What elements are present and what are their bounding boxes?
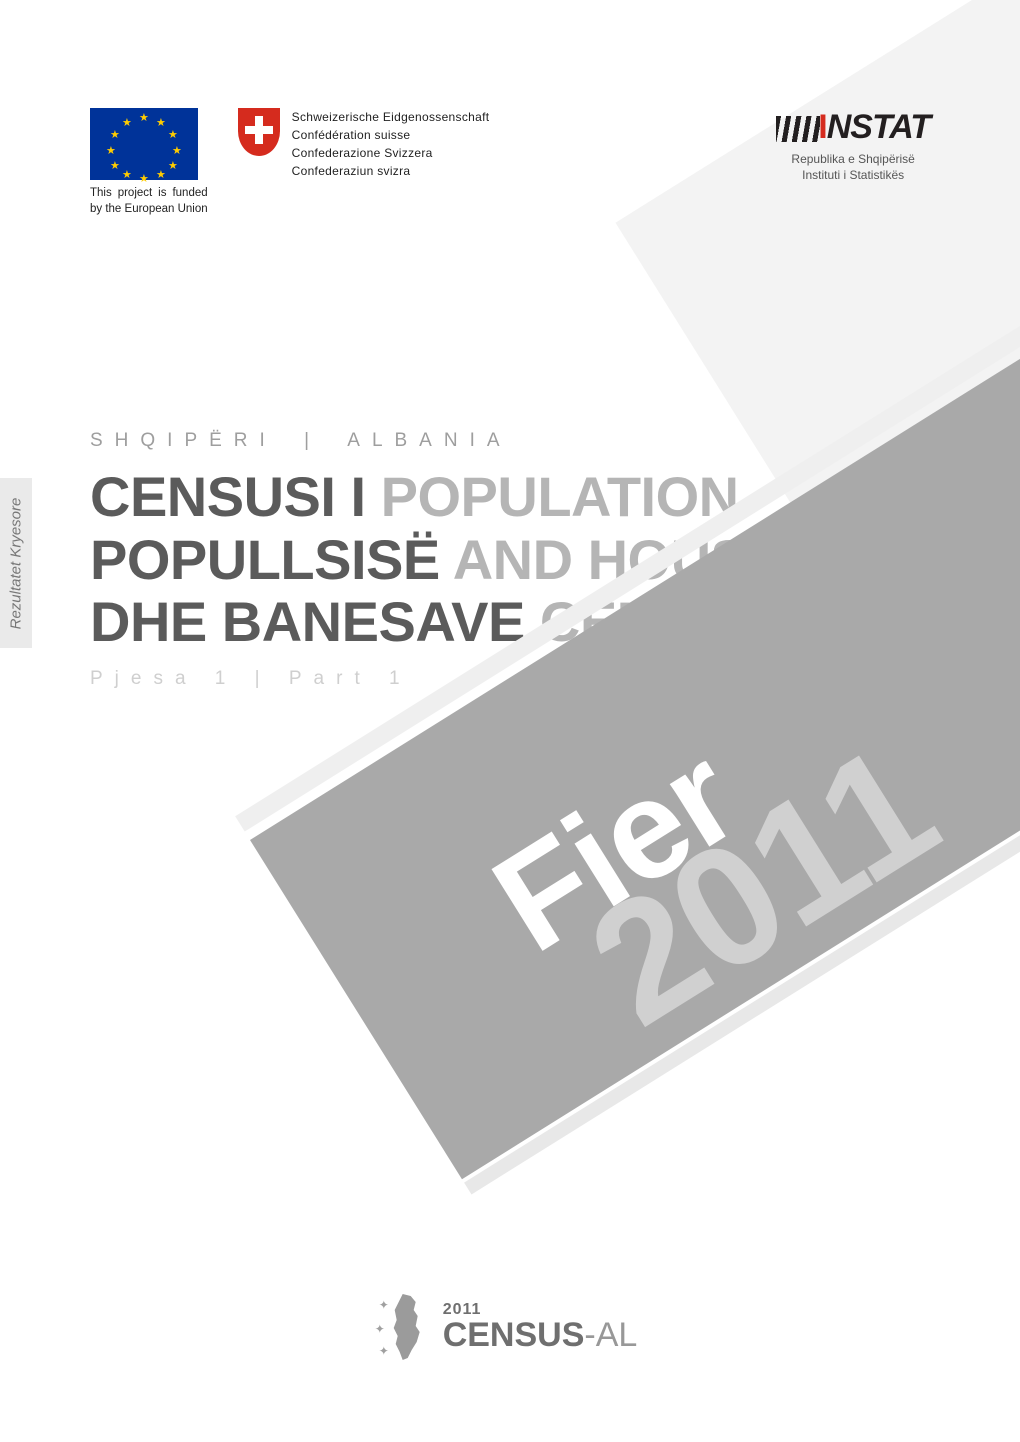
eu-caption-line1: This project is funded [90,187,208,199]
swiss-line-de: Schweizerische Eidgenossenschaft [292,108,490,126]
side-tab-left: Rezultatet Kryesore [0,478,32,648]
swiss-logo-block: Schweizerische Eidgenossenschaft Confédé… [238,108,490,180]
instat-stripes-icon [776,116,820,142]
swiss-shield-icon [238,108,280,156]
footer-census-text: 2011 CENSUS-AL [443,1302,638,1352]
footer-census-logo: ✦ ✦ ✦ 2011 CENSUS-AL [383,1292,638,1362]
title-l1-sq: CENSUSI I [90,465,366,528]
part-en: Part 1 [289,668,412,689]
instat-logo-block: INSTAT Republika e Shqipërisë Instituti … [776,108,930,183]
instat-subtitle: Republika e Shqipërisë Instituti i Stati… [776,151,930,183]
country-sep: | [304,430,321,451]
country-line: SHQIPËRI | ALBANIA [90,430,930,452]
part-sep: | [255,668,272,689]
side-tab-left-label: Rezultatet Kryesore [8,497,25,629]
swiss-line-rm: Confederaziun svizra [292,162,490,180]
instat-rest: NSTAT [827,108,930,146]
footer-dash: - [584,1316,595,1354]
part-sq: Pjesa 1 [90,668,237,689]
instat-accent: I [818,108,826,146]
swiss-line-fr: Confédération suisse [292,126,490,144]
instat-sub2: Instituti i Statistikës [776,167,930,183]
title-l3-sq: DHE BANESAVE [90,590,525,653]
footer-al: AL [596,1316,638,1354]
albania-map-icon: ✦ ✦ ✦ [383,1292,429,1362]
eu-caption: This project is funded by the European U… [90,186,208,217]
instat-logo-icon: INSTAT [776,108,930,147]
eu-caption-line2: by the European Union [90,203,208,215]
eu-logo-block: ★ ★ ★ ★ ★ ★ ★ ★ ★ ★ ★ ★ This project is … [90,108,208,217]
header-logos: ★ ★ ★ ★ ★ ★ ★ ★ ★ ★ ★ ★ This project is … [90,108,930,217]
country-en: ALBANIA [347,430,511,451]
title-l2-sq: POPULLSISË [90,528,440,591]
swiss-confederation-text: Schweizerische Eidgenossenschaft Confédé… [292,108,490,180]
title-l1-en: POPULATION [381,465,739,528]
country-sq: SHQIPËRI [90,430,277,451]
instat-sub1: Republika e Shqipërisë [776,151,930,167]
swiss-line-it: Confederazione Svizzera [292,144,490,162]
footer-census: CENSUS [443,1316,585,1354]
eu-flag-icon: ★ ★ ★ ★ ★ ★ ★ ★ ★ ★ ★ ★ [90,108,198,180]
